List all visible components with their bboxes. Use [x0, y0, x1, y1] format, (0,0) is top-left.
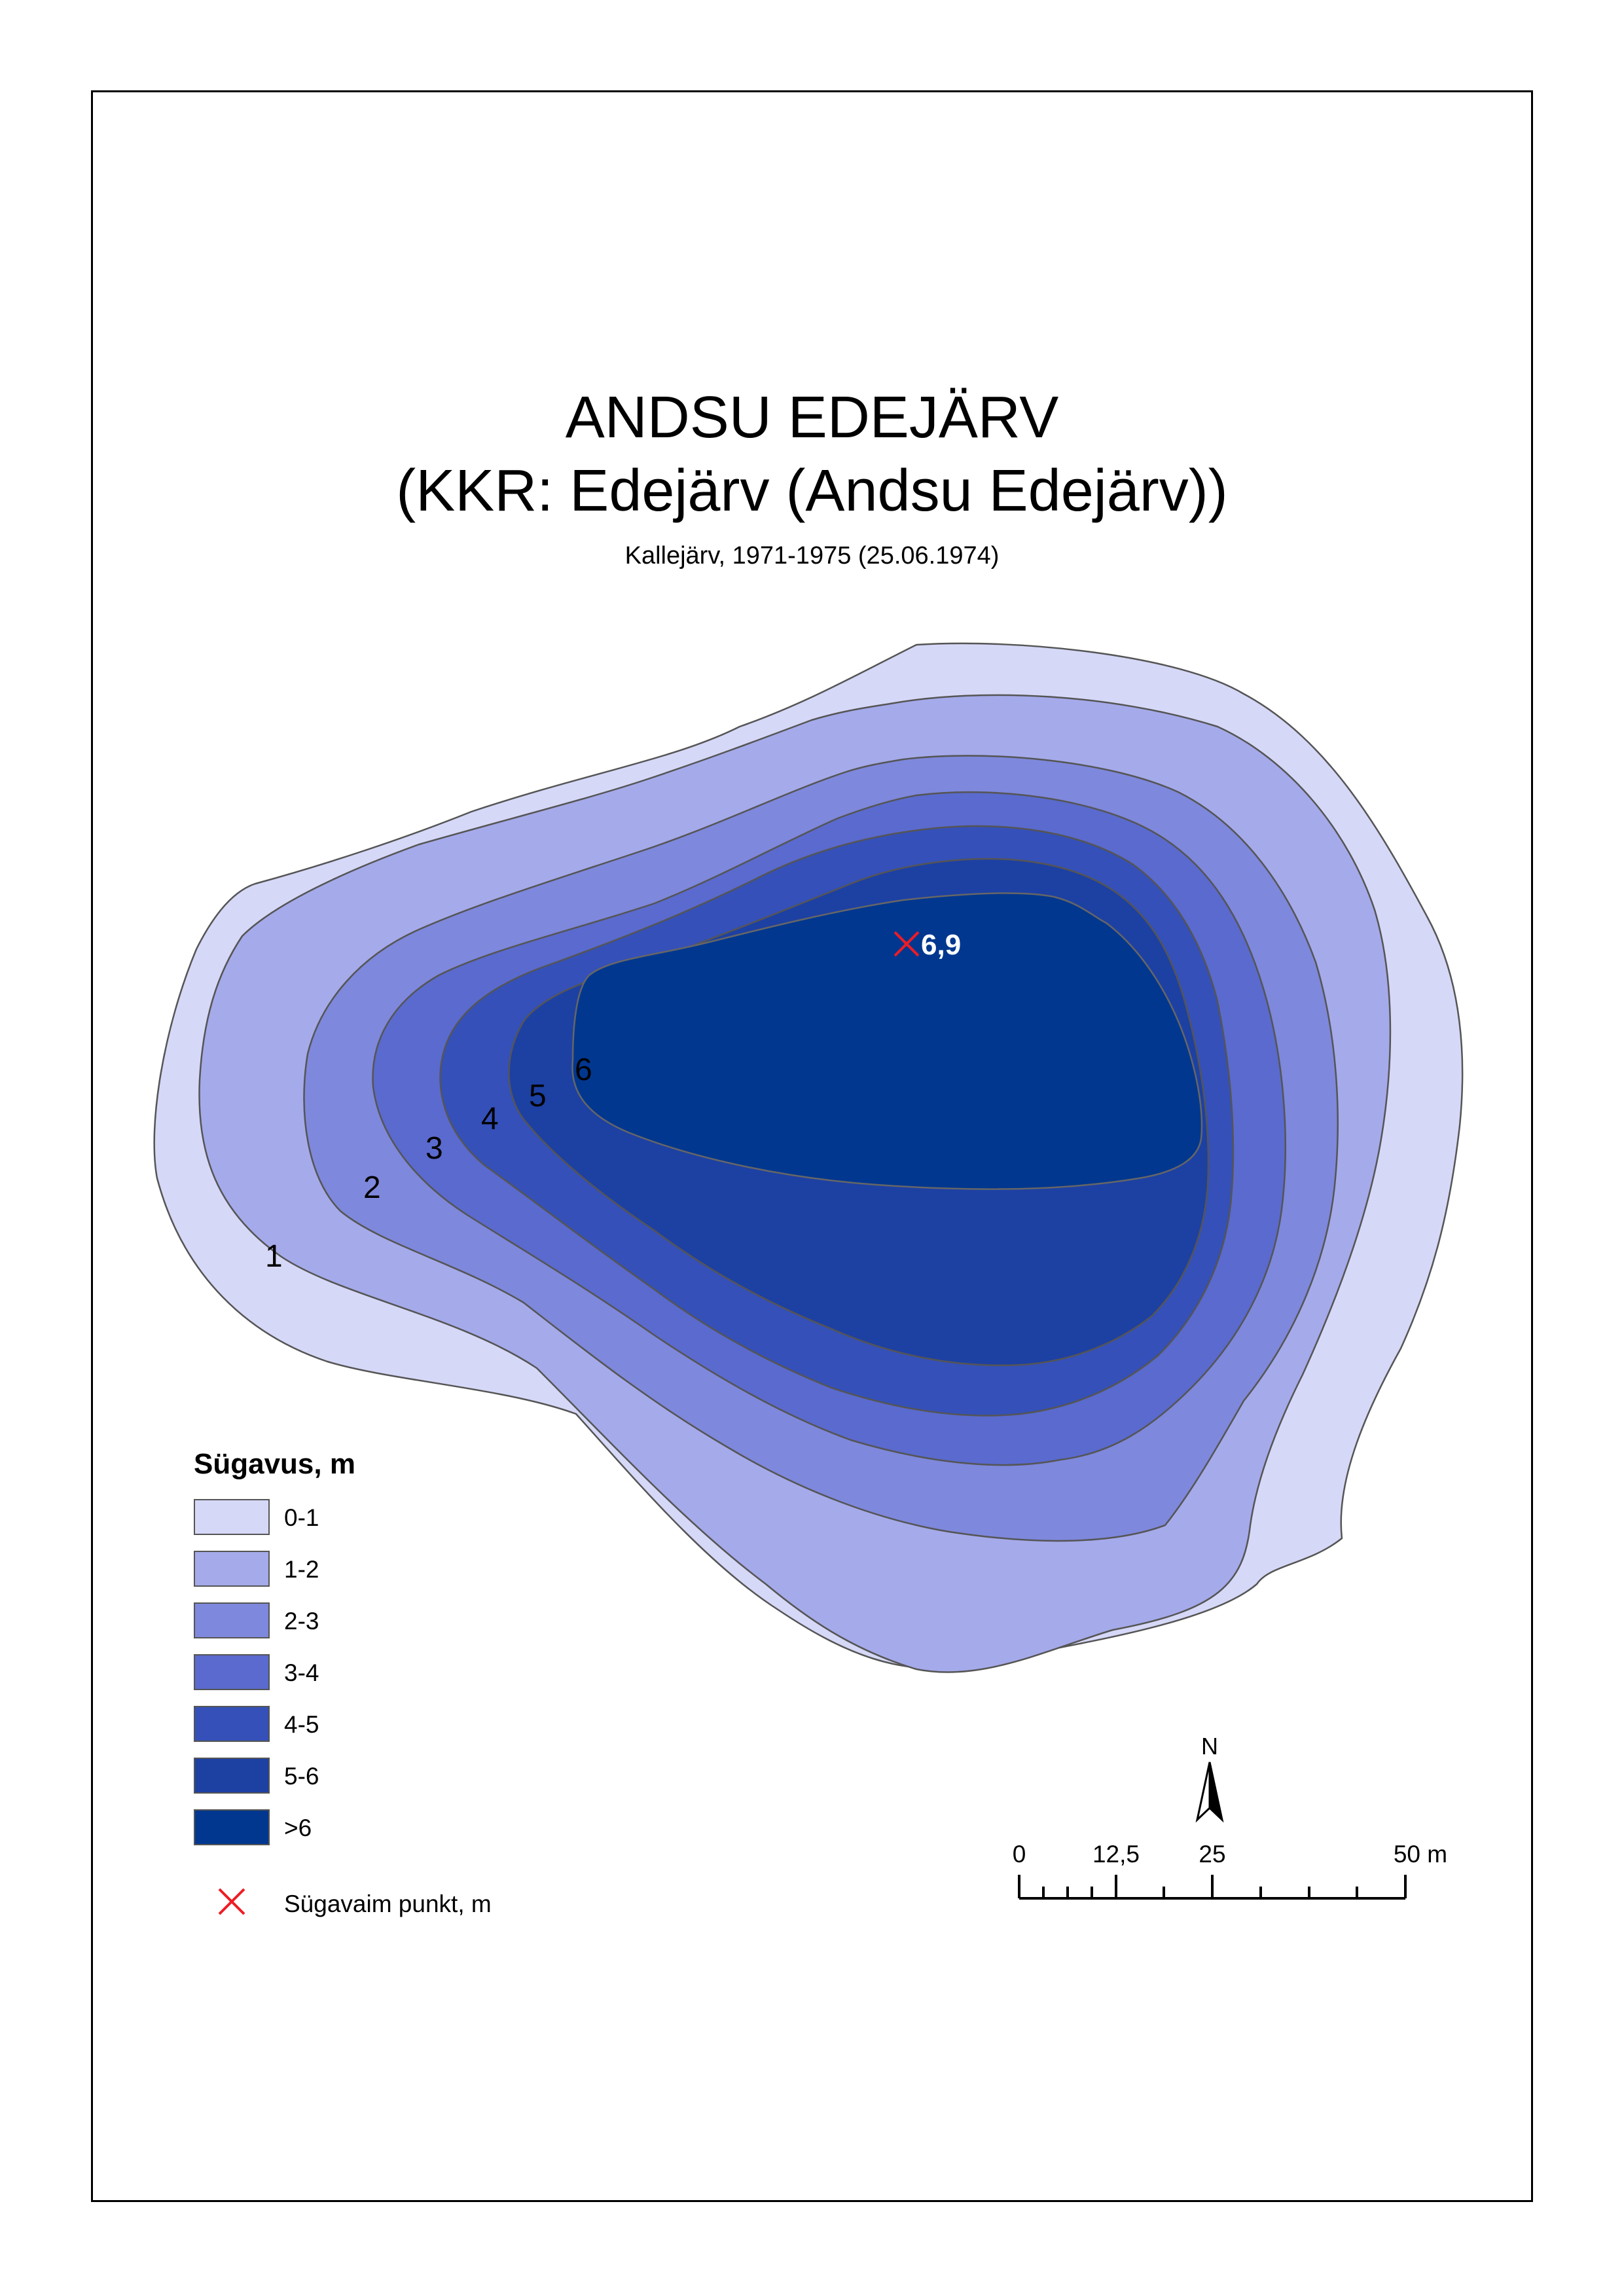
scale-label-0: 0 — [1013, 1841, 1026, 1868]
legend-label: 2-3 — [284, 1608, 319, 1635]
map-source: Kallejärv, 1971-1975 (25.06.1974) — [624, 542, 1000, 569]
legend-title: Sügavus, m — [194, 1448, 355, 1480]
legend-swatch — [194, 1758, 270, 1794]
contour-label-4: 4 — [481, 1102, 499, 1136]
contour-labels: 1 2 3 4 5 6 — [265, 1053, 592, 1274]
legend-swatch — [194, 1654, 270, 1690]
legend-swatch — [194, 1551, 270, 1587]
scale-bar-labels: 0 12,5 25 50 m — [1013, 1841, 1447, 1868]
legend-label: 4-5 — [284, 1711, 319, 1738]
legend-swatch — [194, 1499, 270, 1535]
legend-swatch — [194, 1706, 270, 1742]
legend-label: 3-4 — [284, 1659, 319, 1686]
contour-label-5: 5 — [529, 1079, 547, 1113]
contour-label-2: 2 — [363, 1170, 381, 1205]
deepest-point-legend-label: Sügavaim punkt, m — [284, 1890, 492, 1917]
contour-label-1: 1 — [265, 1239, 283, 1274]
legend-label: >6 — [284, 1815, 312, 1841]
legend-swatch — [194, 1809, 270, 1845]
legend-deepest-point: Sügavaim punkt, m — [194, 1884, 586, 1923]
depth-zone-over-6 — [571, 892, 1203, 1190]
map-title: ANDSU EDEJÄRV — [565, 385, 1059, 450]
deepest-point-legend-icon — [218, 1888, 245, 1915]
scale-label-50: 50 m — [1394, 1841, 1447, 1868]
north-label: N — [1201, 1733, 1218, 1760]
scale-bar — [1018, 1875, 1407, 1900]
deepest-point-value: 6,9 — [921, 929, 961, 961]
legend-label: 0-1 — [284, 1504, 319, 1531]
contour-label-6: 6 — [575, 1053, 592, 1087]
scale-label-12-5: 12,5 — [1092, 1841, 1140, 1868]
legend-label: 5-6 — [284, 1763, 319, 1790]
contour-label-3: 3 — [425, 1131, 443, 1166]
deepest-point-marker — [893, 931, 920, 957]
legend-label: 1-2 — [284, 1556, 319, 1583]
map-subtitle: (KKR: Edejärv (Andsu Edejärv)) — [396, 458, 1228, 524]
scale-label-25: 25 — [1199, 1841, 1225, 1868]
north-arrow — [1195, 1762, 1224, 1823]
legend-swatch — [194, 1602, 270, 1638]
map-frame — [91, 90, 1533, 2202]
